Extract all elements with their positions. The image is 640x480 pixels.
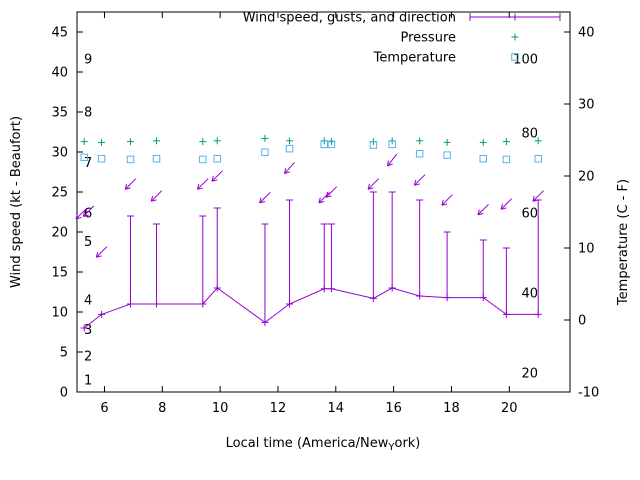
svg-text:10: 10 [578, 242, 595, 257]
svg-text:20: 20 [578, 170, 595, 185]
x-axis-ticks [103, 12, 510, 392]
wind-series [80, 284, 542, 332]
svg-text:100: 100 [513, 53, 538, 68]
svg-text:45: 45 [51, 26, 68, 41]
svg-text:9: 9 [84, 53, 92, 68]
svg-text:40: 40 [51, 66, 68, 81]
svg-text:18: 18 [443, 401, 460, 416]
x-axis-title: Local time (America/NewYork) [226, 436, 421, 453]
svg-text:7: 7 [84, 156, 92, 171]
svg-text:Temperature: Temperature [373, 51, 456, 66]
svg-text:Pressure: Pressure [400, 31, 456, 46]
svg-text:60: 60 [521, 206, 538, 221]
svg-text:20: 20 [51, 226, 68, 241]
svg-text:Wind speed (kt - Beaufort): Wind speed (kt - Beaufort) [9, 116, 24, 288]
temperature-series [80, 140, 542, 164]
svg-text:14: 14 [328, 401, 345, 416]
x-tick-labels: 6 8 10 12 14 16 18 20 [100, 401, 517, 416]
svg-text:6: 6 [100, 401, 108, 416]
svg-text:12: 12 [270, 401, 287, 416]
beaufort-labels: 1 2 3 4 5 6 7 8 9 [84, 53, 92, 389]
svg-text:0: 0 [578, 314, 586, 329]
y-right-tick-labels: -10 0 10 20 30 40 [578, 26, 599, 401]
svg-text:1: 1 [84, 374, 92, 389]
svg-text:15: 15 [51, 266, 68, 281]
svg-text:Wind speed, gusts, and directi: Wind speed, gusts, and direction [243, 11, 456, 26]
direction-arrows [75, 153, 544, 258]
plot-border [76, 11, 571, 393]
svg-text:4: 4 [84, 294, 92, 309]
svg-text:-10: -10 [578, 386, 599, 401]
svg-text:35: 35 [51, 106, 68, 121]
svg-text:5: 5 [60, 346, 68, 361]
pressure-series [80, 134, 542, 146]
svg-text:6: 6 [84, 206, 92, 221]
svg-text:40: 40 [578, 26, 595, 41]
svg-text:2: 2 [84, 350, 92, 365]
svg-text:8: 8 [158, 401, 166, 416]
svg-text:Local time (America/NewYork): Local time (America/NewYork) [226, 436, 421, 453]
svg-text:25: 25 [51, 186, 68, 201]
svg-text:8: 8 [84, 106, 92, 121]
svg-text:80: 80 [521, 126, 538, 141]
svg-text:20: 20 [521, 366, 538, 381]
svg-text:0: 0 [60, 386, 68, 401]
svg-text:10: 10 [212, 401, 229, 416]
svg-text:30: 30 [578, 98, 595, 113]
y-left-ticks [77, 31, 83, 393]
y-left-tick-labels: 0 5 10 15 20 25 30 35 40 45 [51, 26, 68, 401]
svg-text:16: 16 [385, 401, 402, 416]
y-right-title: Temperature (C - F) [616, 179, 631, 306]
svg-text:5: 5 [84, 235, 92, 250]
svg-text:10: 10 [51, 306, 68, 321]
inner-scale-labels: 20 40 60 80 100 [513, 53, 538, 382]
svg-text:40: 40 [521, 286, 538, 301]
gust-bars [126, 191, 542, 323]
svg-text:3: 3 [84, 323, 92, 338]
svg-text:Temperature (C - F): Temperature (C - F) [616, 179, 631, 306]
svg-text:30: 30 [51, 146, 68, 161]
legend: Wind speed, gusts, and direction Pressure… [243, 11, 561, 66]
y-left-title: Wind speed (kt - Beaufort) [9, 116, 24, 288]
svg-text:20: 20 [501, 401, 518, 416]
y-right-ticks [564, 31, 570, 393]
